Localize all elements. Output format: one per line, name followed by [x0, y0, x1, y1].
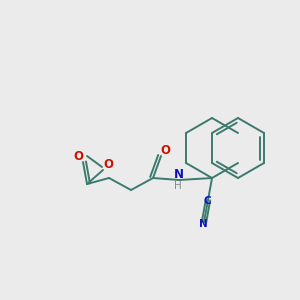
Text: H: H — [174, 181, 182, 191]
Text: N: N — [174, 169, 184, 182]
Text: N: N — [199, 219, 207, 229]
Text: O: O — [103, 158, 113, 172]
Text: O: O — [73, 149, 83, 163]
Text: C: C — [203, 196, 211, 206]
Text: O: O — [160, 145, 170, 158]
